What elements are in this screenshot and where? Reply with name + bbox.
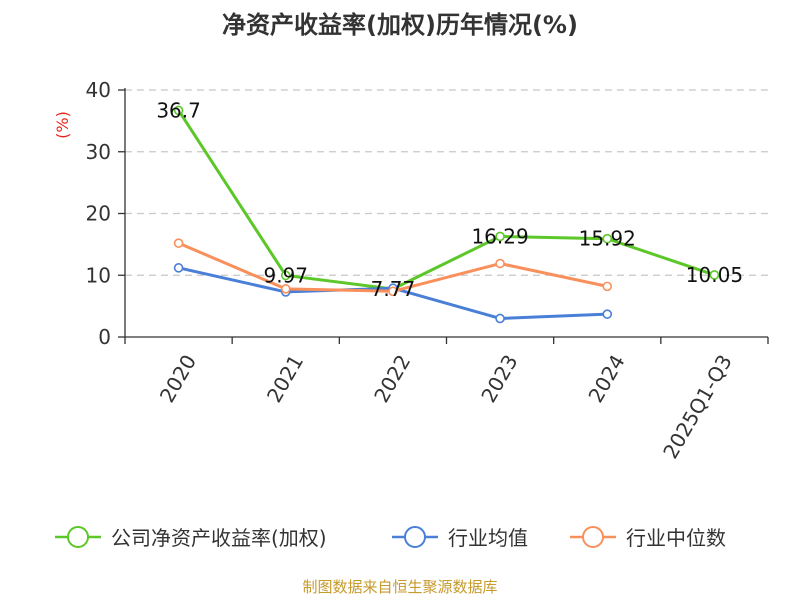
data-point <box>173 105 184 116</box>
data-point <box>388 286 398 297</box>
data-point <box>495 258 505 269</box>
legend: 公司净资产收益率(加权) 行业均值 行业中位数 <box>55 526 726 550</box>
x-tick-labels: 2020 2021 2022 2023 2024 2025Q1-Q3 <box>155 351 737 463</box>
grid-lines <box>125 89 768 276</box>
data-label: 9.97 <box>263 263 308 287</box>
legend-swatch-marker <box>404 526 426 548</box>
data-point <box>495 231 505 242</box>
data-point <box>602 281 613 292</box>
x-tick-label: 2025Q1-Q3 <box>658 351 737 463</box>
y-tick-label: 0 <box>98 325 111 349</box>
data-point <box>280 284 291 294</box>
data-point <box>173 263 184 273</box>
data-point <box>709 270 720 280</box>
y-tick-label: 10 <box>86 263 111 287</box>
x-tick-label: 2023 <box>476 351 522 407</box>
data-point <box>173 238 184 248</box>
y-tick-labels: 0 10 20 30 40 <box>86 78 111 349</box>
data-label: 16.29 <box>471 224 528 248</box>
x-tick-label: 2022 <box>369 351 415 407</box>
x-tick-label: 2020 <box>155 351 201 407</box>
data-point <box>280 270 291 281</box>
x-tick-label: 2024 <box>583 351 629 407</box>
x-tick-label: 2021 <box>262 351 308 407</box>
series-group <box>173 105 720 324</box>
legend-label: 行业均值 <box>448 526 528 550</box>
y-axis-label: (%) <box>53 111 72 139</box>
y-tick-label: 40 <box>86 78 111 102</box>
legend-label: 公司净资产收益率(加权) <box>111 526 327 550</box>
data-label: 7.77 <box>371 277 416 301</box>
source-note: 制图数据来自恒生聚源数据库 <box>302 578 497 596</box>
data-labels: 36.7 9.97 7.77 16.29 15.92 10.05 <box>156 98 743 301</box>
data-label: 10.05 <box>686 263 743 287</box>
series-line <box>177 109 715 291</box>
data-label: 15.92 <box>579 227 636 251</box>
legend-swatch-marker <box>67 526 89 548</box>
y-tick-label: 20 <box>86 202 111 226</box>
chart-title: 净资产收益率(加权)历年情况(%) <box>222 11 578 39</box>
legend-swatch-marker <box>582 526 604 548</box>
y-tick-label: 30 <box>86 140 111 164</box>
data-point <box>495 313 505 324</box>
legend-label: 行业中位数 <box>626 526 726 550</box>
axes <box>118 88 769 344</box>
data-point <box>602 309 613 319</box>
data-label: 36.7 <box>156 98 201 122</box>
data-point <box>602 233 613 244</box>
